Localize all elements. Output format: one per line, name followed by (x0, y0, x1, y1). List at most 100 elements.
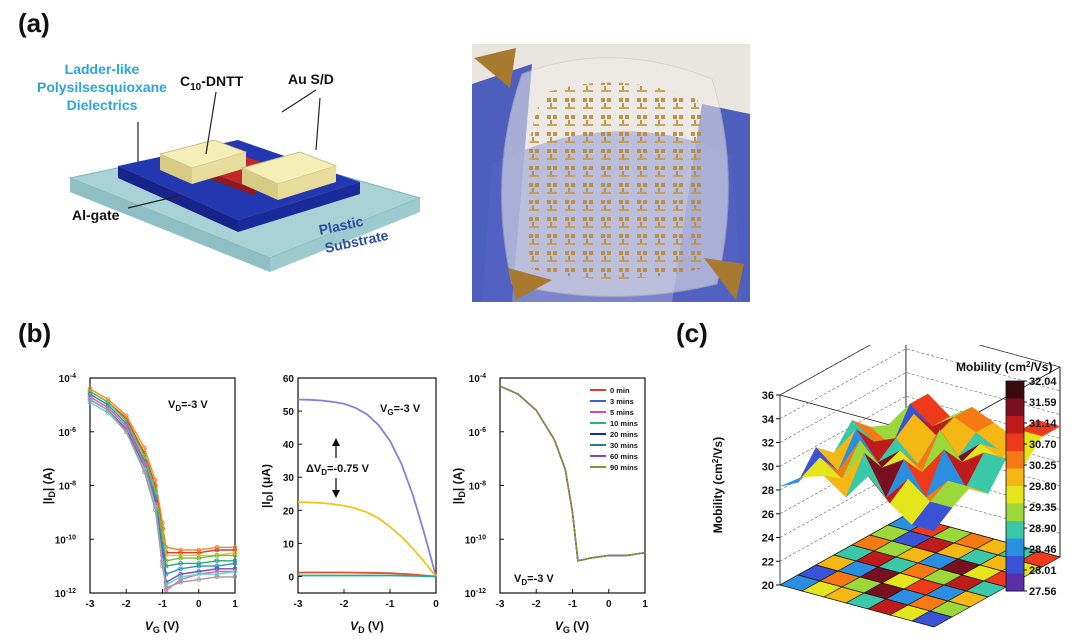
data-point (178, 550, 183, 555)
y-tick-label: 30 (283, 473, 295, 484)
z-tick-label: 24 (762, 533, 775, 545)
annotation: VG=-3 V (380, 403, 421, 417)
x-tick-label: -2 (532, 599, 541, 610)
y-tick-label: 10-12 (465, 588, 486, 600)
data-point (142, 453, 147, 459)
device-photo-drawing (472, 44, 750, 302)
data-point (232, 569, 238, 574)
colorbar-segment (1006, 451, 1024, 469)
z-tick-label: 20 (762, 580, 774, 592)
semiconductor-label: C10-DNTT (180, 73, 244, 93)
data-point (196, 555, 202, 561)
legend-label: 10 mins (610, 419, 638, 428)
x-tick-label: -1 (568, 599, 577, 610)
x-tick-label: -1 (386, 599, 395, 610)
panel-label-c: (c) (676, 318, 708, 348)
annotation: VD=-3 V (168, 399, 208, 413)
z-tick-label: 32 (762, 438, 774, 450)
x-tick-label: 0 (196, 599, 202, 610)
data-point (196, 563, 202, 569)
series-line-7 (499, 385, 646, 562)
series-line-2 (89, 393, 236, 557)
colorbar-segment (1006, 398, 1024, 417)
arrow-down-head (332, 490, 340, 498)
colorbar-tick-label: 30.25 (1029, 460, 1057, 472)
data-point (196, 577, 202, 582)
series-group (499, 385, 646, 562)
source-electrode-side (160, 154, 192, 184)
data-point (142, 445, 147, 451)
x-tick-label: 0 (433, 599, 439, 610)
series-line-2 (298, 571, 437, 578)
x-tick-label: -3 (294, 599, 303, 610)
colorbar-tick-label: 27.56 (1029, 586, 1057, 598)
data-point (178, 553, 183, 558)
panel-label-b: (b) (18, 318, 52, 348)
panel-label-a: (a) (18, 8, 50, 38)
colorbar-tick-label: 32.04 (1029, 376, 1057, 388)
x-tick-label: 1 (232, 599, 238, 610)
x-tick-label: -3 (86, 599, 95, 610)
y-tick-label: 0 (288, 572, 294, 583)
legend: 0 min 3 mins 5 mins 10 mins 20 mins 30 mins 60… (590, 386, 638, 472)
floor-cell (911, 610, 953, 628)
arrow-up-head (332, 438, 340, 446)
legend-label: 0 min (610, 386, 630, 395)
legend-label: 3 mins (610, 397, 634, 406)
x-tick-label: -2 (122, 599, 131, 610)
y-tick-label: 10-6 (469, 427, 486, 439)
colorbar-segment (1006, 556, 1024, 574)
data-point (142, 469, 147, 475)
z-tick-label: 36 (762, 390, 774, 402)
bending-stability-chart: -3 -2 -1 0 1 10-4 10-6 10-8 10-10 10-12 0 min 3 mi… (451, 373, 648, 635)
y-tick-label: 10-12 (55, 588, 76, 600)
y-axis-label: |ID| (A) (451, 468, 467, 505)
legend-label: 90 mins (610, 463, 638, 472)
corner-pad-bottom-right (704, 258, 744, 300)
x-tick-label: -2 (340, 599, 349, 610)
data-point (178, 574, 183, 580)
z-tick-group: 20 22 24 26 28 30 32 34 36 (762, 390, 780, 592)
series-group (297, 398, 437, 578)
y-tick-label: 60 (283, 374, 295, 385)
data-point (153, 477, 158, 483)
data-point (87, 399, 93, 405)
data-point (214, 571, 220, 577)
data-point (153, 507, 158, 512)
data-point (105, 397, 111, 402)
data-point (214, 563, 220, 569)
gate-leader (127, 195, 179, 209)
data-point (124, 424, 129, 429)
legend-label: 20 mins (610, 430, 638, 439)
z-axis-label: Mobility (cm2/Vs) (711, 437, 725, 533)
y-tick-label: 10-8 (469, 481, 486, 493)
y-axis-label: |ID| (μA) (262, 464, 275, 508)
device-schematic: Ladder-like Polysilsesquioxane Dielectri… (37, 61, 422, 272)
data-point (87, 389, 93, 394)
dielectric-label-line1: Ladder-like (65, 61, 140, 77)
legend-label: 60 mins (610, 452, 638, 461)
electrode-leader-2 (315, 97, 321, 151)
tick-group: -3 -2 -1 0 1 10-4 10-6 10-8 10-10 10-12 (465, 373, 648, 610)
data-point (232, 574, 238, 580)
colorbar-segment (1006, 433, 1024, 452)
arrow-annotation: ΔVD=-0.75 V (306, 463, 370, 477)
data-point (214, 547, 220, 553)
semiconductor-label-sub: 10 (190, 82, 202, 93)
data-point (232, 553, 238, 558)
data-point (87, 394, 93, 400)
y-tick-label: 10-8 (59, 481, 76, 493)
electrode-leader-1 (281, 89, 317, 113)
data-point (87, 397, 93, 402)
plot-frame (297, 377, 437, 594)
dielectric-side (118, 166, 238, 232)
data-point (214, 569, 220, 574)
data-point (196, 561, 202, 566)
surface-cell (911, 501, 953, 532)
colorbar-tick-label: 28.46 (1029, 544, 1057, 556)
colorbar-tick-label: 31.14 (1029, 418, 1057, 430)
colorbar-segment (1006, 573, 1024, 592)
y-tick-label: 10-10 (55, 534, 76, 546)
data-point (214, 558, 220, 564)
